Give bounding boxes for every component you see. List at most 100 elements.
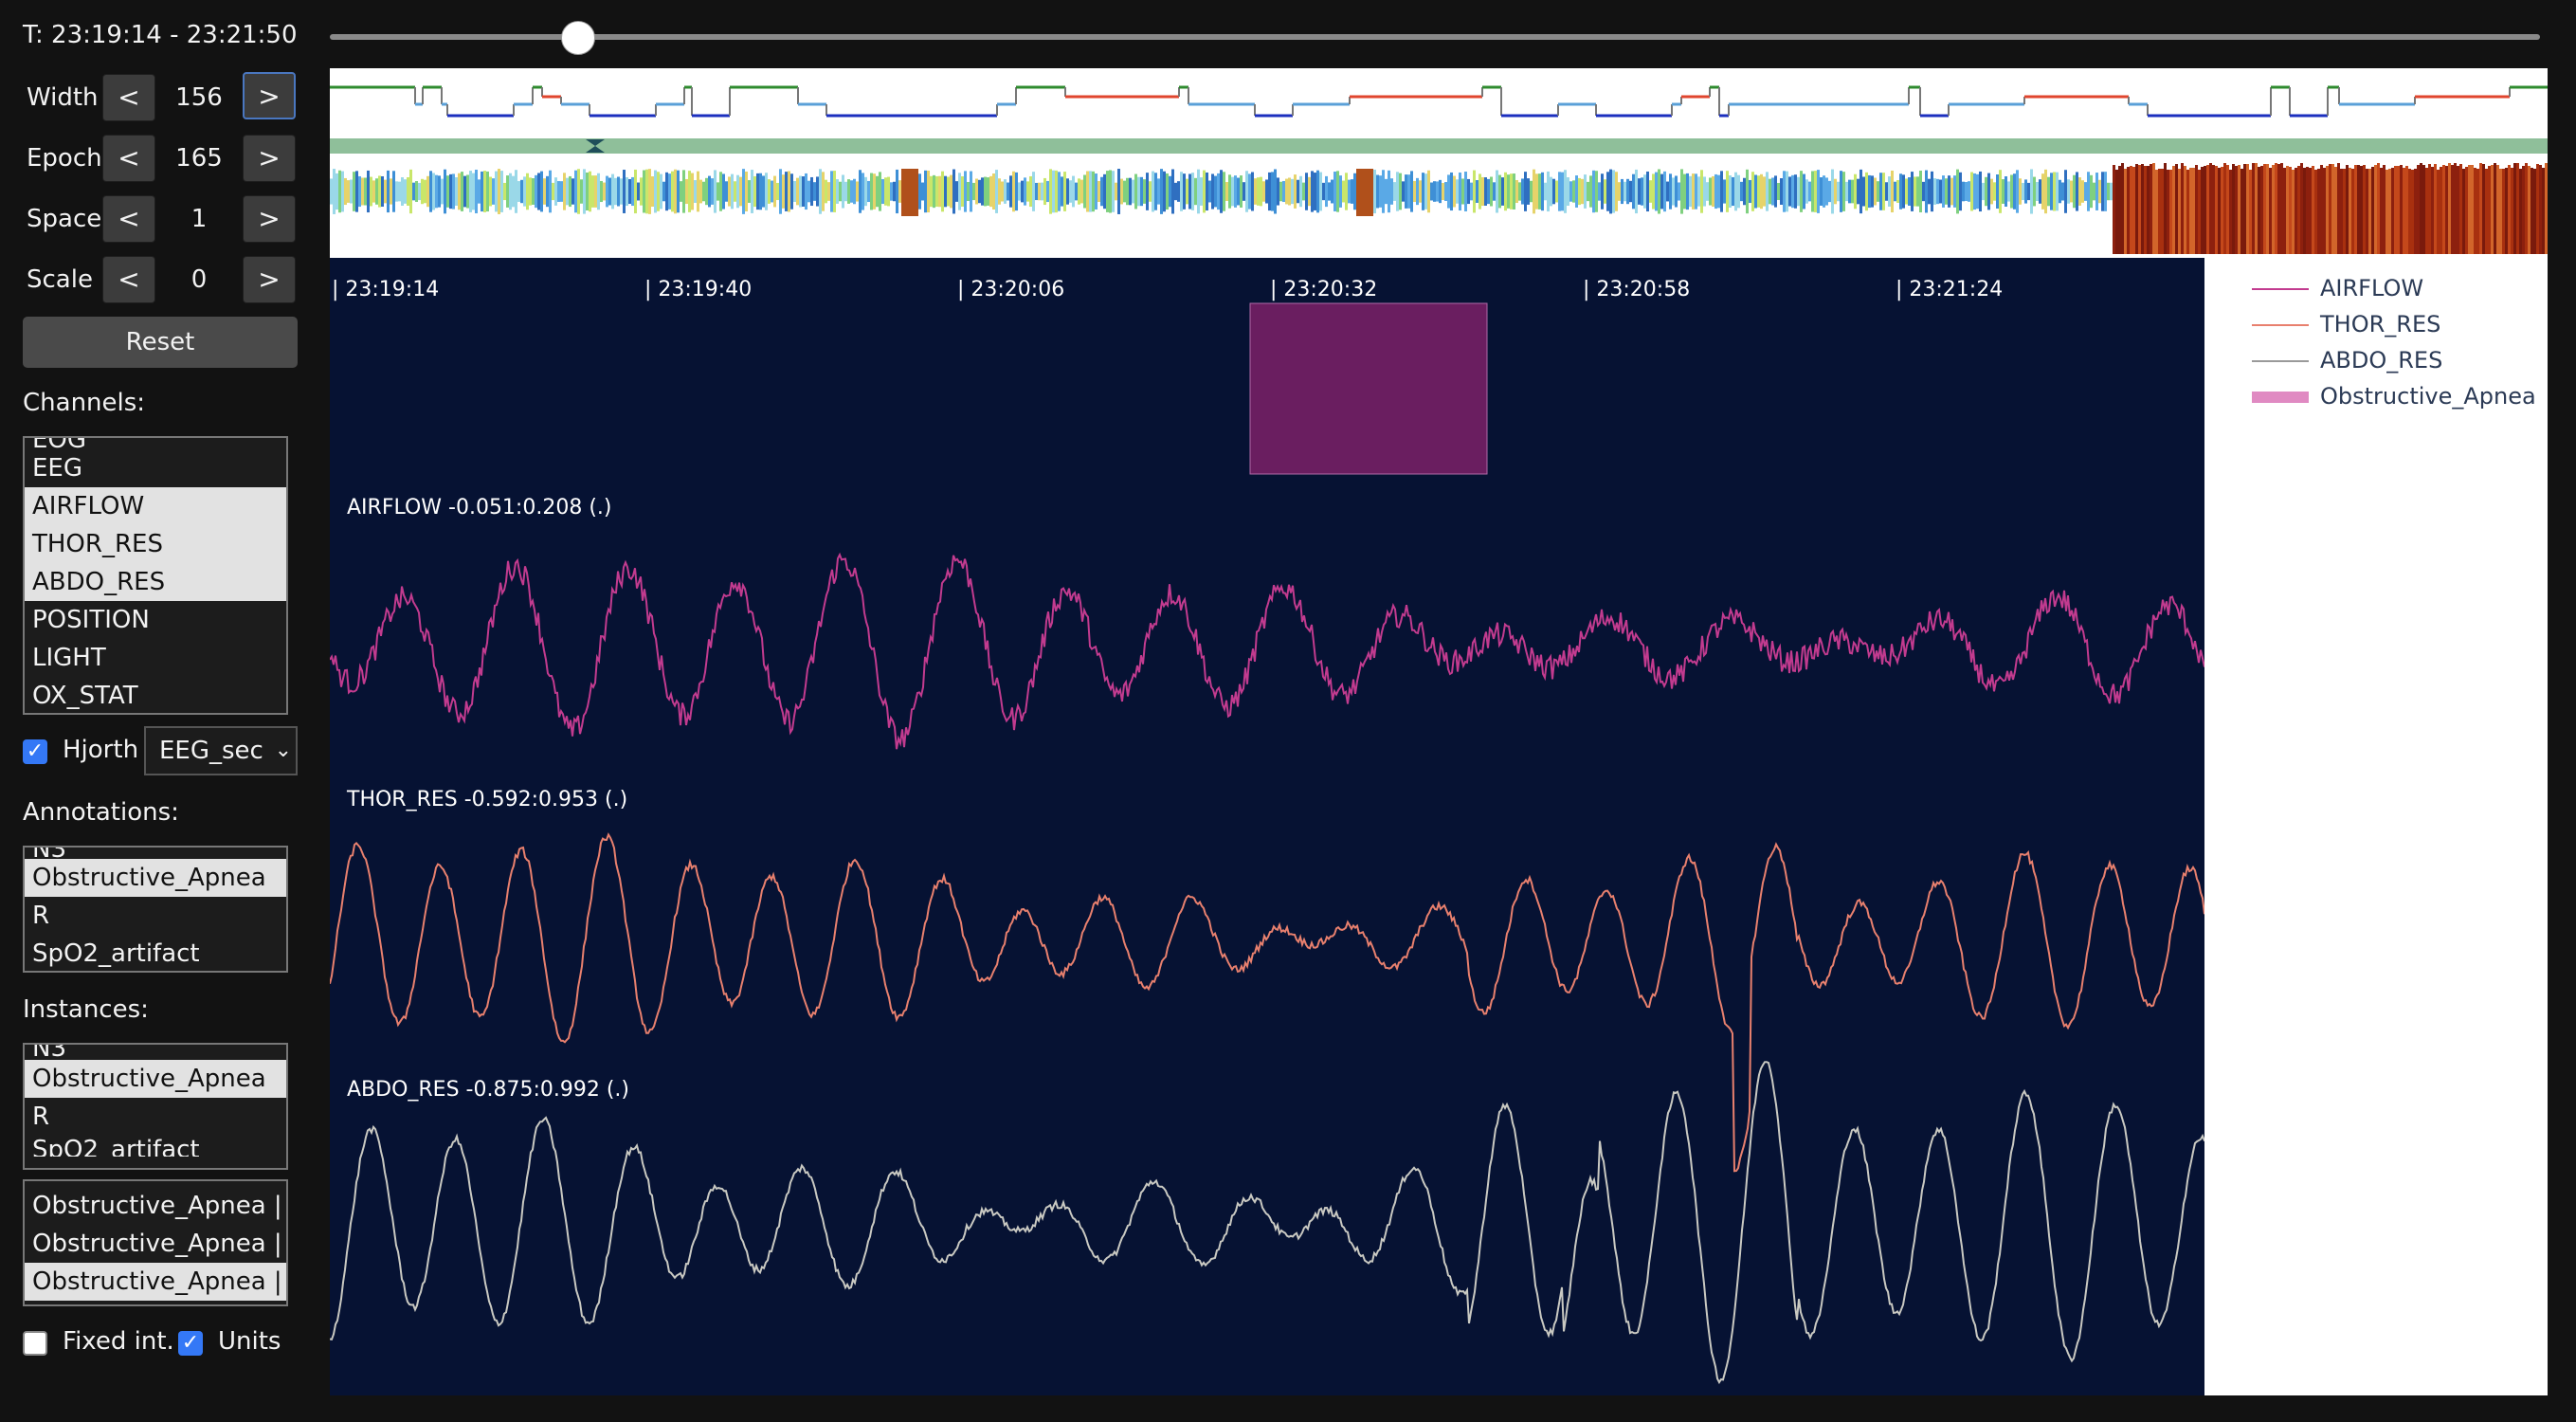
- hjorth-channel-select[interactable]: EEG_sec ⌄: [144, 726, 298, 775]
- instance-occurrences-listbox[interactable]: Obstructive_Apnea | 2 Obstructive_Apnea |…: [23, 1179, 288, 1306]
- epoch-decrease-button[interactable]: <: [102, 135, 155, 182]
- spectrogram-column: [711, 178, 714, 205]
- spectrogram-column: [876, 175, 879, 208]
- channel-item-thor-res[interactable]: THOR_RES: [25, 525, 286, 563]
- hypnogram-overview[interactable]: [330, 68, 2548, 258]
- fixed-int-checkbox[interactable]: [23, 1331, 47, 1356]
- spectrogram-column: [407, 176, 409, 207]
- width-increase-button[interactable]: >: [243, 72, 296, 119]
- spectrogram-column: [392, 171, 395, 212]
- instance-item-partial[interactable]: N3: [32, 1045, 66, 1060]
- spectrogram-column: [2235, 166, 2238, 254]
- spectrogram-column: [631, 176, 634, 207]
- channel-item-ox-stat[interactable]: OX_STAT: [32, 682, 138, 710]
- annotation-item-r[interactable]: R: [32, 902, 50, 930]
- time-slider-thumb[interactable]: [561, 21, 596, 55]
- spectrogram-column: [1169, 175, 1171, 208]
- annotations-label: Annotations:: [23, 798, 179, 827]
- spectrogram-column: [1689, 175, 1692, 208]
- space-label: Space: [27, 205, 102, 233]
- spectrogram-column: [2343, 169, 2346, 254]
- spectrogram-column: [2431, 167, 2434, 254]
- instance-occurrence-obstructive-apnea-2[interactable]: Obstructive_Apnea | 2: [32, 1192, 286, 1220]
- annotations-listbox[interactable]: N3 Obstructive_Apnea R SpO2_artifact: [23, 846, 288, 973]
- annotation-item-obstructive-apnea[interactable]: Obstructive_Apnea: [25, 859, 286, 897]
- spectrogram-column: [830, 171, 833, 212]
- spectrogram-column: [2451, 165, 2454, 254]
- spectrogram-column: [782, 174, 785, 209]
- spectrogram-column: [2494, 163, 2496, 254]
- spectrogram-column: [1459, 172, 1461, 211]
- instance-item-r[interactable]: R: [32, 1103, 50, 1131]
- spectrogram-column: [2195, 165, 2198, 254]
- time-slider-track[interactable]: [330, 34, 2540, 40]
- spectrogram-column: [1268, 172, 1271, 211]
- spectrogram-column: [1174, 182, 1177, 201]
- reset-button[interactable]: Reset: [23, 317, 298, 368]
- channel-item-position[interactable]: POSITION: [32, 606, 150, 634]
- instances-listbox[interactable]: N3 Obstructive_Apnea R SpO2_artifact: [23, 1043, 288, 1170]
- annotation-item-spo2-artifact[interactable]: SpO2_artifact: [32, 939, 200, 968]
- space-increase-button[interactable]: >: [243, 195, 296, 243]
- spectrogram-column: [961, 175, 964, 208]
- instance-item-spo2-artifact[interactable]: SpO2_artifact: [32, 1136, 200, 1157]
- signal-label-thor-res: THOR_RES -0.592:0.953 (.): [346, 788, 627, 811]
- spectrogram-column: [640, 177, 643, 206]
- spectrogram-column: [2502, 169, 2505, 254]
- spectrogram-column: [1353, 173, 1356, 210]
- spectrogram-column: [2295, 168, 2297, 254]
- spectrogram-column: [580, 179, 583, 204]
- annotation-item-partial[interactable]: N3: [25, 848, 286, 859]
- spectrogram-column: [1746, 169, 1749, 214]
- spectrogram-column: [1066, 178, 1069, 205]
- spectrogram-column: [1117, 169, 1120, 214]
- spectrogram-column: [1515, 179, 1518, 204]
- spectrogram-column: [1444, 182, 1447, 201]
- spectrogram-column: [2388, 169, 2391, 254]
- spectrogram-column: [515, 170, 517, 213]
- spectrogram-column: [1626, 178, 1629, 205]
- hjorth-checkbox[interactable]: [23, 739, 47, 764]
- spectrogram-column: [1180, 172, 1183, 211]
- channel-item-eeg[interactable]: EEG: [32, 454, 83, 483]
- spectrogram-column: [2448, 163, 2451, 254]
- spectrogram-column: [509, 173, 512, 210]
- scale-decrease-button[interactable]: <: [102, 256, 155, 303]
- spectrogram-column: [2141, 164, 2144, 254]
- signal-plot-area[interactable]: | 23:19:14 | 23:19:40 | 23:20:06 | 23:20:32…: [329, 258, 2205, 1395]
- spectrogram-column: [1513, 173, 1515, 210]
- spectrogram-column: [651, 175, 654, 208]
- spectrogram-column: [2002, 179, 2005, 204]
- spectrogram-column: [1868, 174, 1871, 209]
- instance-occurrence-obstructive-apnea-4[interactable]: Obstructive_Apnea | 4: [25, 1263, 286, 1301]
- spectrogram-column: [586, 173, 589, 210]
- channel-item-airflow[interactable]: AIRFLOW: [25, 487, 286, 525]
- spectrogram-column: [1089, 171, 1092, 212]
- spectrogram-column: [1279, 181, 1282, 202]
- spectrogram-column: [2158, 169, 2161, 254]
- scale-increase-button[interactable]: >: [243, 256, 296, 303]
- spectrogram-column: [2309, 168, 2312, 254]
- spectrogram-column: [1712, 175, 1714, 208]
- spectrogram-column: [2442, 165, 2445, 254]
- channels-label: Channels:: [23, 389, 146, 417]
- channel-item-abdo-res[interactable]: ABDO_RES: [25, 563, 286, 601]
- space-decrease-button[interactable]: <: [102, 195, 155, 243]
- spectrogram-column: [893, 181, 896, 202]
- channel-item-light[interactable]: LIGHT: [32, 644, 106, 672]
- spectrogram-column: [2491, 165, 2494, 254]
- spectrogram-column: [1112, 171, 1115, 212]
- epoch-increase-button[interactable]: >: [243, 135, 296, 182]
- spectrogram-column: [1837, 181, 1840, 202]
- overview-panel[interactable]: [330, 68, 2548, 258]
- spectrogram-column: [1351, 179, 1353, 204]
- channel-item-partial[interactable]: EOG: [25, 438, 286, 449]
- width-decrease-button[interactable]: <: [102, 74, 155, 121]
- instance-occurrence-obstructive-apnea-2[interactable]: Obstructive_Apnea | 2: [32, 1230, 286, 1258]
- spectrogram-column: [1120, 178, 1123, 205]
- units-checkbox[interactable]: [178, 1331, 203, 1356]
- spectrogram-column: [813, 182, 816, 201]
- instance-item-obstructive-apnea[interactable]: Obstructive_Apnea: [25, 1060, 286, 1098]
- spectrogram-column: [381, 175, 384, 208]
